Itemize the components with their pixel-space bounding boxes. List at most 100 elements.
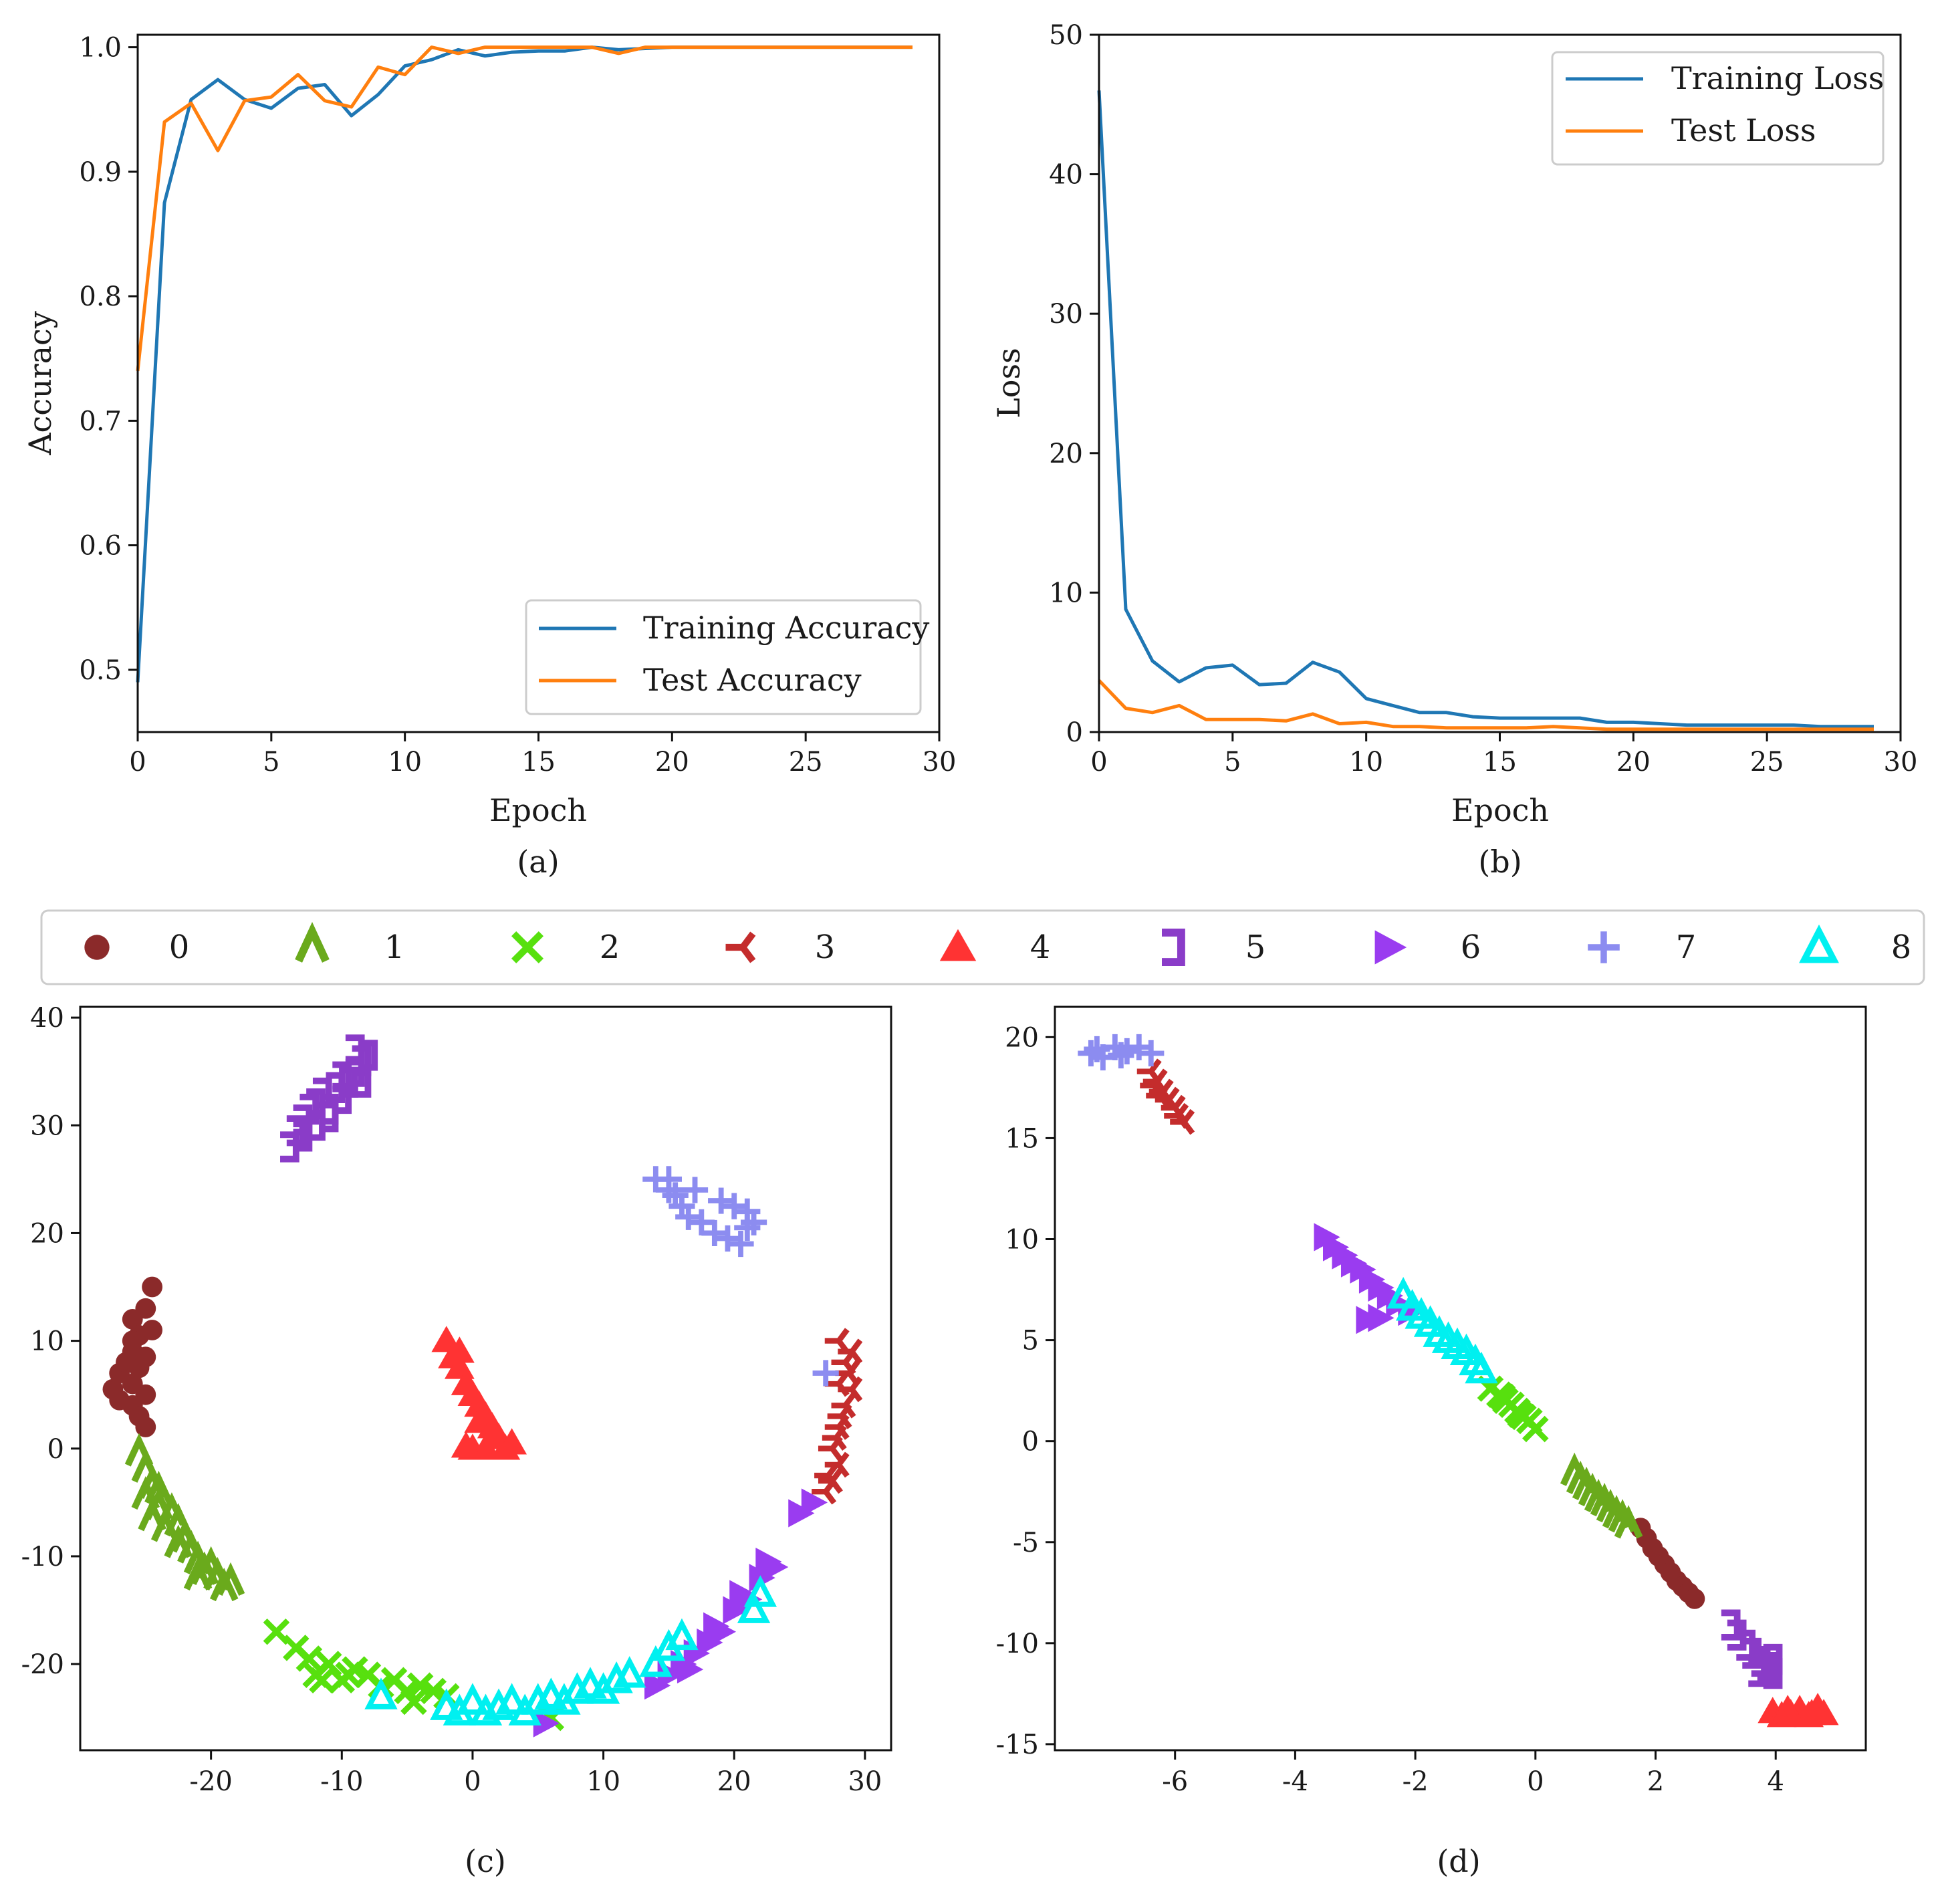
class-2-legend-label: 2 xyxy=(600,929,620,966)
accuracy-xtick-label-6: 30 xyxy=(923,747,957,778)
class-5-legend-marker xyxy=(1162,928,1185,967)
tsne-c-class-6-point-12 xyxy=(703,1612,730,1641)
tsne-c-class-0-point-2 xyxy=(122,1308,143,1330)
tsne-c-class-7-point-14 xyxy=(642,1166,669,1193)
accuracy-ytick-label-0: 0.5 xyxy=(79,655,122,686)
panel-c: -20 -10 0 10 20 30 -20 -10 0 10 20 30 40 (c) xyxy=(21,1003,892,1879)
tsne-d-xtick-label-0: -6 xyxy=(1162,1766,1188,1797)
tsne-c-class-6-point-16 xyxy=(533,1709,560,1738)
class-7-legend-marker xyxy=(1588,931,1620,963)
scatter-d-frame xyxy=(1054,1005,1867,1752)
loss-xtick-label-0: 0 xyxy=(1090,747,1107,778)
tsne-d-ytick-label-7: 20 xyxy=(1005,1022,1039,1053)
class-3-legend-label: 3 xyxy=(815,929,836,966)
tsne-c-xtick-label-3: 10 xyxy=(586,1766,620,1797)
class-0-legend-marker xyxy=(84,935,110,960)
class-0-legend-label: 0 xyxy=(169,929,190,966)
tsne-c-class-8-point-20 xyxy=(743,1575,777,1607)
tsne-c-class-8-point-18 xyxy=(665,1618,699,1651)
panel-d: -6 -4 -2 0 2 4 -15 -10 -5 0 5 10 15 20 (d) xyxy=(996,1005,1867,1879)
class-7-legend-label: 7 xyxy=(1676,929,1697,966)
tsne-c-class-6-point-14 xyxy=(677,1655,704,1684)
loss-chart-marks: 0 5 10 15 20 25 30 0 10 20 30 40 50 xyxy=(1049,20,1917,778)
tsne-c-class-4-point-12 xyxy=(444,1336,475,1363)
tsne-c-class-0-point-15 xyxy=(116,1352,136,1373)
loss-ytick-label-4: 40 xyxy=(1049,160,1083,191)
tsne-d-ytick-label-4: 5 xyxy=(1022,1326,1039,1356)
tsne-c-class-4-point-13 xyxy=(464,1407,495,1433)
panel-b: 0 5 10 15 20 25 30 0 10 20 30 40 50 Epoch Loss Train… xyxy=(991,20,1917,880)
accuracy-ytick-label-2: 0.7 xyxy=(79,406,122,437)
class-2-legend-marker xyxy=(511,931,544,964)
tsne-c-class-8-point-0 xyxy=(364,1677,398,1709)
accuracy-xlabel: Epoch xyxy=(489,792,587,828)
accuracy-legend-box xyxy=(525,599,922,715)
tsne-c-ytick-label-0: -20 xyxy=(21,1649,64,1680)
tsne-c-class-7-point-12 xyxy=(681,1177,709,1203)
tsne-c-class-3-point-13 xyxy=(838,1376,863,1403)
loss-series-1-line xyxy=(1098,679,1874,731)
tsne-c-class-3-point-14 xyxy=(814,1462,840,1489)
tsne-c-class-3-point-11 xyxy=(827,1403,852,1429)
tsne-c-class-8-point-3 xyxy=(456,1683,489,1715)
tsne-d-class-7-point-4 xyxy=(1126,1034,1153,1061)
loss-ylabel: Loss xyxy=(991,348,1027,418)
tsne-c-class-2-point-2 xyxy=(295,1645,323,1672)
class-6-legend-marker xyxy=(1374,930,1407,965)
tsne-c-class-7-point-10 xyxy=(721,1193,747,1219)
tsne-d-class-7-point-0 xyxy=(1078,1040,1104,1067)
tsne-c-ytick-label-1: -10 xyxy=(21,1542,64,1572)
tsne-c-class-5-point-12 xyxy=(345,1034,365,1066)
loss-legend: Training Loss Test Loss xyxy=(1551,51,1885,166)
accuracy-chart-marks: 0 5 10 15 20 25 30 0.5 0.6 0.7 0.8 0.9 1.0 xyxy=(79,33,956,778)
tsne-d-class-8-point-0 xyxy=(1386,1277,1420,1309)
class-4-legend-marker xyxy=(939,929,977,961)
loss-ytick-label-1: 10 xyxy=(1049,578,1083,608)
accuracy-ytick-label-4: 0.9 xyxy=(79,157,122,188)
tsne-c-class-7-point-6 xyxy=(714,1225,741,1252)
loss-xtick-label-1: 5 xyxy=(1224,747,1241,778)
tsne-c-class-2-point-15 xyxy=(335,1661,362,1688)
tsne-c-class-5-point-16 xyxy=(293,1120,313,1152)
accuracy-ytick-label-3: 0.8 xyxy=(79,281,122,312)
tsne-c-class-5-point-15 xyxy=(332,1061,352,1092)
tsne-c-class-3-point-0 xyxy=(824,1328,850,1354)
loss-ytick-label-3: 30 xyxy=(1049,299,1083,330)
loss-series-0-line xyxy=(1097,90,1874,729)
tsne-c-ytick-label-2: 0 xyxy=(47,1434,64,1465)
tsne-c-class-8-point-6 xyxy=(495,1683,529,1715)
tsne-d-class-6-point-9 xyxy=(1368,1304,1395,1332)
tsne-d-class-5-point-8 xyxy=(1748,1656,1768,1687)
caption-b: (b) xyxy=(1478,844,1522,880)
tsne-c-class-4-point-16 xyxy=(477,1423,507,1449)
tsne-c-class-8-point-9 xyxy=(534,1677,568,1709)
caption-c: (c) xyxy=(465,1843,506,1879)
loss-ytick-label-0: 0 xyxy=(1066,717,1083,748)
loss-xtick-label-5: 25 xyxy=(1750,747,1784,778)
accuracy-plot-frame xyxy=(136,33,941,733)
loss-xtick-label-6: 30 xyxy=(1884,747,1918,778)
tsne-d-class-3-point-8 xyxy=(1140,1072,1165,1099)
test-loss-legend-label: Test Loss xyxy=(1671,112,1816,148)
tsne-d-class-4-point-8 xyxy=(1796,1699,1827,1726)
loss-xtick-label-4: 20 xyxy=(1616,747,1651,778)
tsne-c-ytick-label-3: 10 xyxy=(30,1326,64,1357)
tsne-c-class-4-point-15 xyxy=(451,1431,481,1458)
tsne-c-class-8-point-1 xyxy=(430,1688,463,1720)
tsne-c-ytick-label-5: 30 xyxy=(30,1110,64,1141)
loss-plot-frame xyxy=(1098,33,1902,733)
tsne-c-class-8-point-15 xyxy=(613,1656,646,1688)
accuracy-xtick-label-1: 5 xyxy=(263,747,279,778)
tsne-d-ytick-label-2: -5 xyxy=(1013,1528,1039,1558)
tsne-c-class-1-point-17 xyxy=(164,1524,193,1558)
tsne-d-class-5-point-7 xyxy=(1763,1643,1783,1675)
tsne-c-class-6-point-13 xyxy=(729,1580,756,1609)
tsne-c-class-1-point-15 xyxy=(209,1567,239,1602)
class-5-legend-label: 5 xyxy=(1245,929,1266,966)
accuracy-ytick-label-1: 0.6 xyxy=(79,531,122,562)
tsne-c-ytick-label-4: 20 xyxy=(30,1218,64,1249)
tsne-c-class-2-point-14 xyxy=(309,1667,336,1694)
accuracy-ylabel: Accuracy xyxy=(22,311,58,456)
accuracy-xtick-label-4: 20 xyxy=(655,747,689,778)
tsne-d-ytick-label-6: 15 xyxy=(1005,1123,1039,1154)
